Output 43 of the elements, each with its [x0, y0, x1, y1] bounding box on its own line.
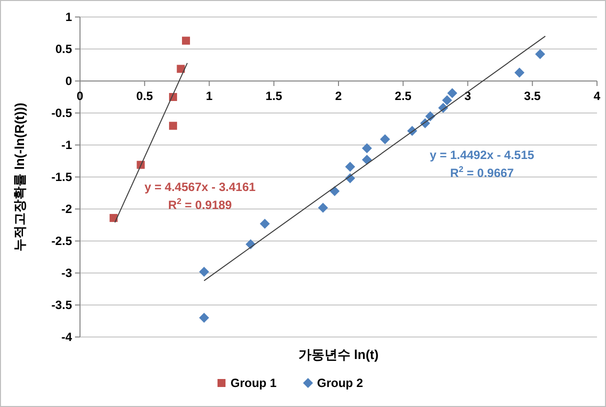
point — [362, 154, 372, 165]
point — [182, 36, 190, 45]
point — [176, 64, 185, 73]
legend-label: Group 2 — [317, 376, 364, 390]
y-tick-label: -0.5 — [51, 106, 72, 120]
x-tick-label: 2.5 — [394, 89, 412, 103]
point — [199, 266, 210, 277]
annotation: y = 4.4567x - 3.4161 — [144, 180, 256, 194]
point — [442, 95, 452, 106]
point — [514, 68, 524, 78]
y-tick-label: -3.5 — [51, 298, 72, 312]
point — [447, 88, 458, 98]
y-tick-label: 0 — [65, 74, 72, 88]
x-tick-label: 4 — [594, 89, 601, 103]
point — [110, 214, 118, 222]
y-tick-label: -2 — [61, 202, 72, 216]
point — [380, 134, 390, 144]
y-tick-label: -1 — [61, 138, 72, 152]
point — [199, 312, 210, 323]
annotation: y = 1.4492x - 4.515 — [430, 148, 535, 162]
x-tick-label: 1 — [206, 89, 213, 103]
y-axis-title: 누적고장확률 ln(-ln(R(t))) — [12, 102, 27, 252]
y-tick-label: -3 — [61, 266, 72, 280]
point — [362, 143, 372, 154]
point — [260, 218, 270, 229]
point — [535, 49, 546, 60]
x-tick-label: 2 — [335, 89, 342, 103]
legend-label: Group 1 — [230, 376, 277, 390]
y-tick-label: -1.5 — [51, 170, 72, 184]
annotation: R$^{2}$ = 0.9667 — [450, 164, 514, 180]
y-tick-label: -4 — [61, 330, 72, 344]
point — [169, 122, 178, 130]
x-tick-label: 3.5 — [524, 89, 542, 103]
y-tick-label: -2.5 — [51, 234, 72, 248]
annotation: R$^{2}$ = 0.9189 — [168, 196, 232, 212]
x-tick-label: 0.5 — [136, 89, 154, 103]
point — [318, 202, 328, 213]
x-axis-title: 가동년수 ln(t) — [298, 347, 379, 362]
x-tick-label: 1.5 — [266, 89, 283, 103]
y-tick-label: 0.5 — [55, 42, 72, 56]
point — [345, 162, 356, 172]
x-tick-label: 0 — [76, 89, 84, 103]
y-tick-label: 1 — [65, 10, 72, 24]
